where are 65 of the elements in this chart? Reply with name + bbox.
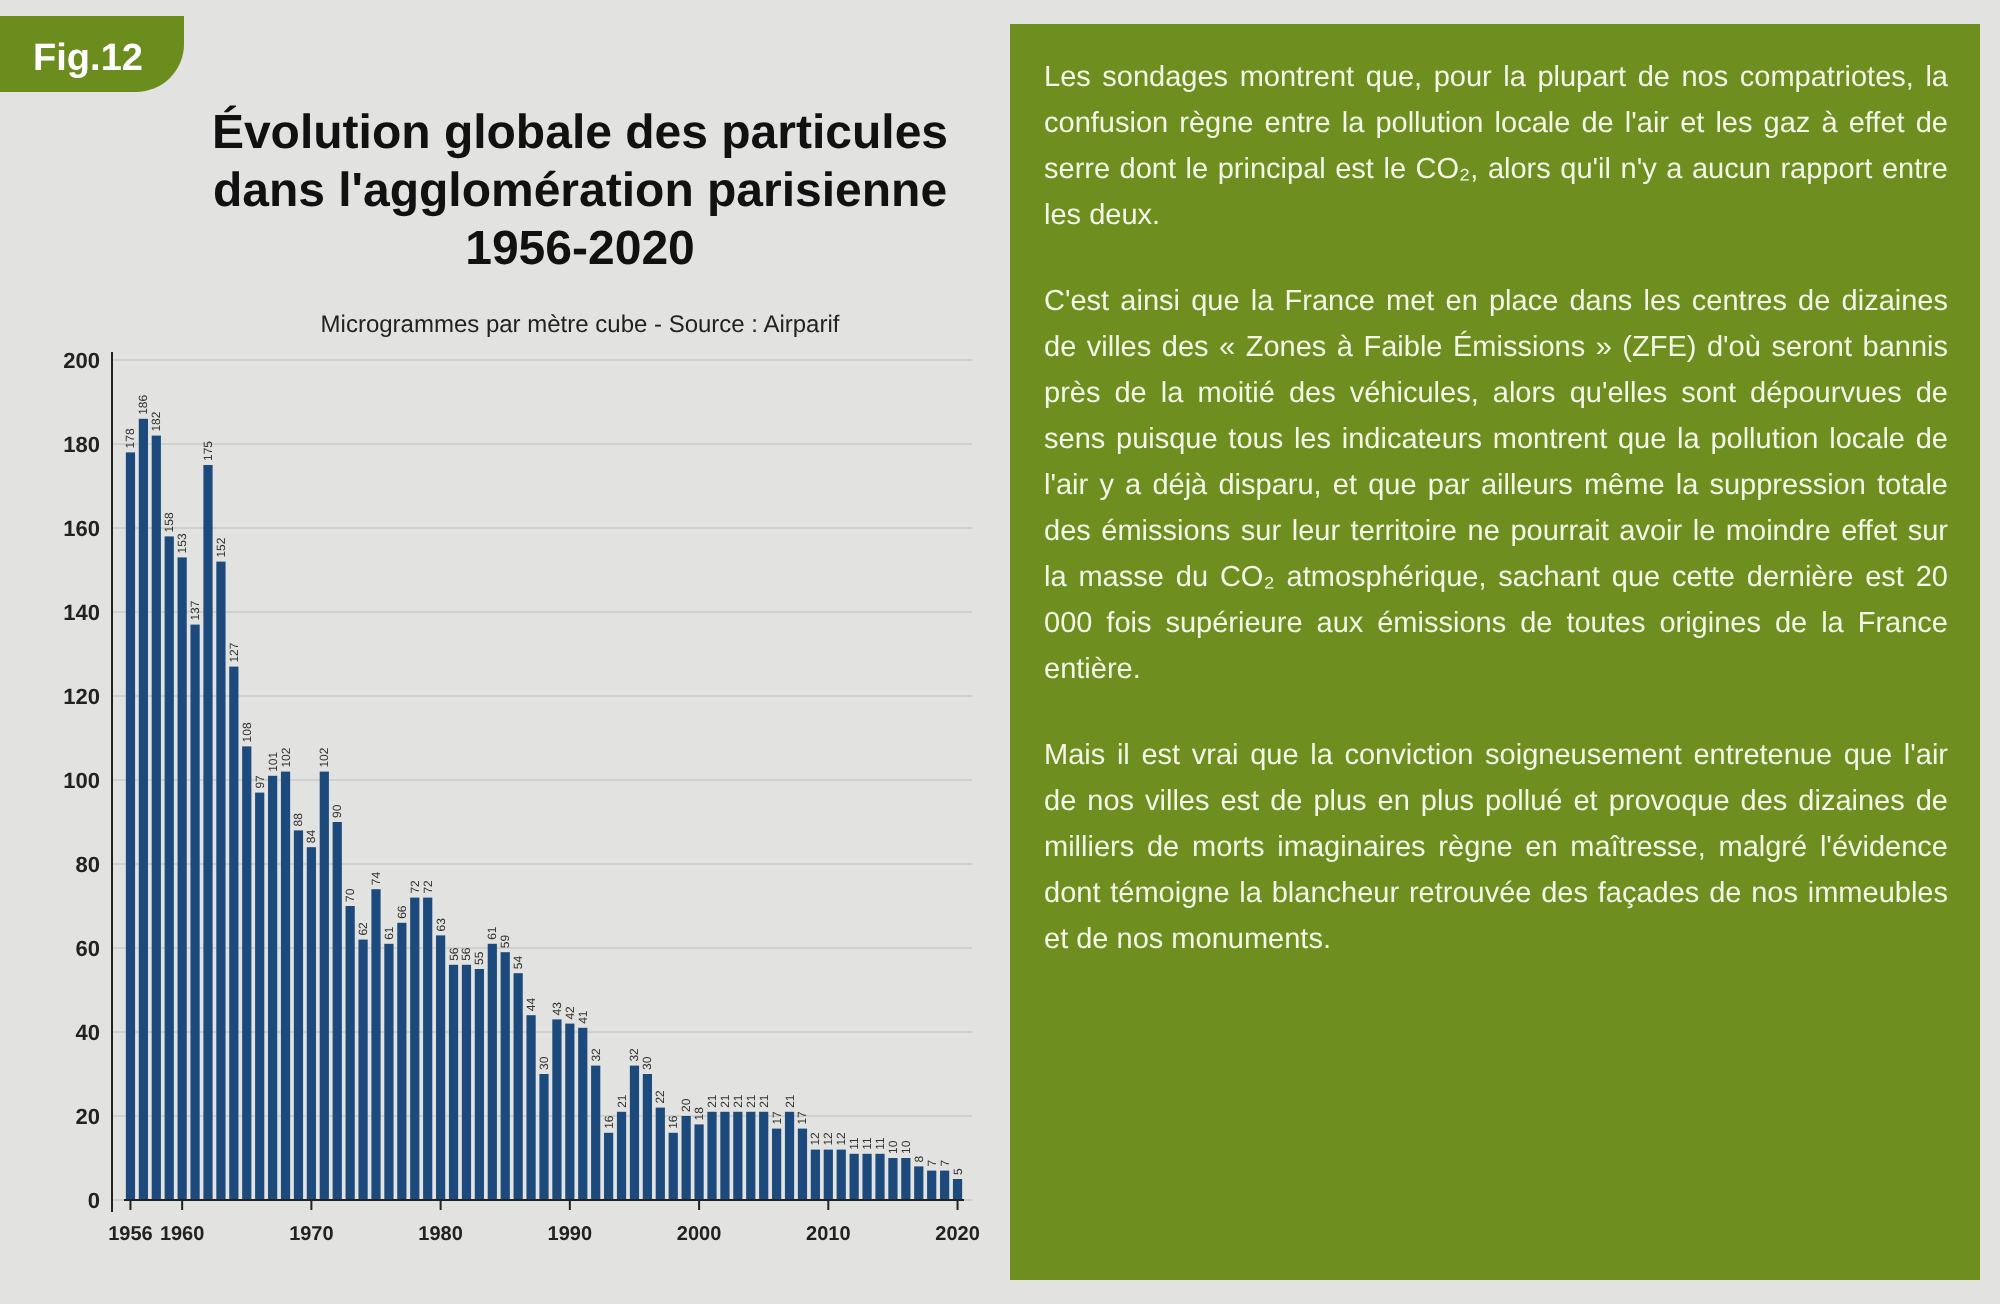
text: Les sondages montrent que, pour la plupart de nos compatriotes, la confusion règne entre la pollution locale de l'air et les gaz à effet de serre dont le principal est le CO₂, alors qu'il n'y a aucun rapport entre les deux.: [1044, 60, 1948, 236]
bar: [629, 1065, 640, 1200]
y-tick-label: 180: [63, 434, 100, 458]
y-tick-label: 20: [75, 1106, 100, 1130]
bar: [487, 943, 497, 1200]
bar: [280, 771, 291, 1200]
x-tick-label: 1990: [547, 1224, 593, 1246]
bar: [255, 792, 265, 1200]
bar: [436, 935, 446, 1200]
y-tick-label: 100: [63, 770, 100, 794]
bar: [319, 771, 329, 1200]
text: Mais il est vrai que la conviction soigneusement entretenue que l'air de nos villes est de plus en plus pollué et provoque des dizaines de milliers de morts imaginaires règne en maîtresse, malgré l'évidence dont témoigne la blancheur retrouvée des façades de nos immeubles et de nos monuments.: [1044, 738, 1948, 960]
bar: [138, 418, 148, 1200]
bar: [461, 964, 472, 1200]
y-tick-label: 0: [87, 1190, 100, 1214]
chart-subtitle: Microgrammes par mètre cube - Source : Airparif: [320, 310, 841, 338]
bar: [655, 1107, 665, 1200]
bar: [927, 1170, 937, 1200]
x-tick-label: 1970: [289, 1224, 335, 1246]
bar: [759, 1111, 769, 1200]
bar: [784, 1111, 795, 1200]
y-tick-label: 80: [75, 854, 100, 878]
y-tick-label: 160: [63, 518, 100, 542]
text: C'est ainsi que la France met en place dans les centres de dizaines de villes des « Zones à Faible Émissions » (ZFE) d'où seront bannis près de la moitié des véhicules, alors qu'elles sont dépourvues de sens puisque tous les indicateurs montrent que la pollution locale de l'air y a déjà disparu, et que par ailleurs même la suppression totale des émissions sur leur territoire ne pourrait avoir le moindre effet sur la masse du CO₂ atmosphérique, sachant que cette dernière est 20 000 fois supérieure aux émissions de toutes origines de la France entière.: [1044, 286, 1948, 686]
y-tick-label: 200: [63, 350, 100, 374]
x-tick-label: 1980: [418, 1224, 464, 1246]
bar: [164, 536, 174, 1200]
y-tick-label: 140: [63, 602, 100, 626]
bar: [836, 1149, 846, 1200]
bar: [448, 964, 459, 1200]
bar: [604, 1132, 614, 1200]
bar: [591, 1065, 601, 1200]
bar: [746, 1111, 756, 1200]
x-tick-label: 2020: [935, 1224, 981, 1246]
bar: [306, 847, 316, 1200]
bar: [797, 1128, 808, 1200]
y-tick-label: 60: [75, 938, 100, 962]
bar: [423, 897, 433, 1200]
x-tick-label: 1956: [108, 1224, 154, 1246]
bar: [914, 1166, 924, 1200]
chart-title: Évolution globale des particules dans l'agglomération parisienne 1956-2020: [209, 104, 951, 278]
x-tick-label: 1960: [159, 1224, 206, 1246]
bar: [772, 1128, 782, 1200]
bar: [642, 1074, 652, 1200]
bar: [940, 1170, 950, 1200]
bar: [151, 435, 161, 1200]
x-tick-label: 2010: [806, 1224, 852, 1246]
bar: [242, 746, 252, 1200]
y-tick-label: 120: [63, 686, 100, 710]
bar: [125, 452, 136, 1200]
bar: [268, 775, 278, 1200]
bar: [810, 1149, 820, 1200]
y-tick-label: 40: [75, 1022, 100, 1046]
bar: [578, 1027, 588, 1200]
bar: [952, 1179, 963, 1200]
bar: [616, 1111, 627, 1200]
bar: [332, 822, 342, 1200]
x-tick-label: 2000: [676, 1224, 723, 1246]
bar: [823, 1149, 833, 1200]
bar: [293, 830, 304, 1200]
bar: [668, 1132, 678, 1200]
bar: [500, 952, 510, 1200]
bar: [410, 897, 420, 1200]
bar: [474, 969, 484, 1200]
caption: Fig.12: [33, 38, 143, 80]
